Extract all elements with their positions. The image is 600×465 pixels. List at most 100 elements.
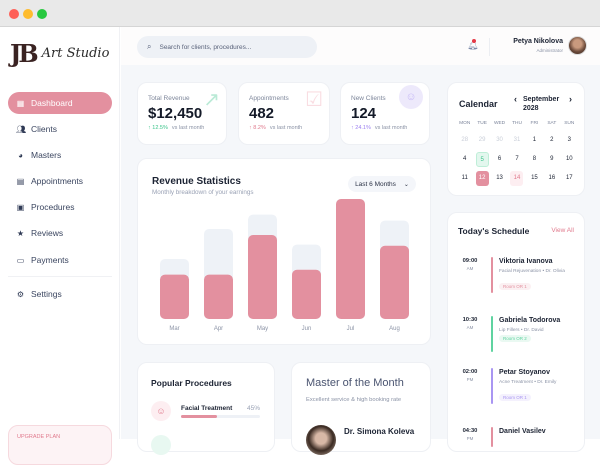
bar-mar[interactable] bbox=[160, 274, 189, 319]
close-window-button[interactable] bbox=[9, 9, 19, 19]
x-tick-label: Aug bbox=[389, 326, 400, 332]
schedule-client-name: Gabriela Todorova bbox=[499, 317, 561, 324]
procedure-percent-value: 45 bbox=[246, 405, 255, 412]
calendar-day[interactable]: 13 bbox=[491, 171, 508, 190]
calendar-day[interactable]: 10 bbox=[561, 152, 578, 171]
schedule-client-name: Daniel Vasilev bbox=[499, 428, 546, 435]
calendar-day-number: 4 bbox=[463, 156, 467, 162]
calendar-day[interactable]: 9 bbox=[543, 152, 560, 171]
minimize-window-button[interactable] bbox=[23, 9, 33, 19]
schedule-ampm: PM bbox=[466, 377, 474, 382]
calendar-day[interactable]: 11 bbox=[456, 171, 473, 190]
trending-up-icon: ↗ bbox=[203, 89, 220, 111]
calendar-day[interactable]: 17 bbox=[561, 171, 578, 190]
sidebar-item-clients[interactable]: 👥︎ Clients bbox=[8, 118, 112, 140]
sidebar-item-label: Reviews bbox=[31, 228, 64, 238]
calendar-day[interactable]: 15 bbox=[526, 171, 543, 190]
weekday-label: TUE bbox=[477, 121, 487, 126]
schedule-client-name: Viktoria Ivanova bbox=[499, 258, 553, 265]
calendar-day[interactable]: 6 bbox=[491, 152, 508, 171]
bar-jul[interactable] bbox=[336, 199, 365, 319]
sidebar-item-reviews[interactable]: ★ Reviews bbox=[8, 222, 112, 244]
calendar-grid: MON TUE WED THU FRI SAT SUN 28 29 30 31 1 2 3 4 5 6 7 8 9 10… bbox=[456, 121, 578, 190]
x-tick-label: Apr bbox=[214, 326, 223, 332]
stat-delta: ↑ 24.1% vs last month bbox=[351, 125, 407, 131]
calendar-day-number: 11 bbox=[461, 175, 468, 181]
sidebar-item-label: Settings bbox=[31, 289, 62, 299]
calendar-day[interactable]: 29 bbox=[473, 133, 490, 152]
calendar-day[interactable]: 5 bbox=[473, 152, 490, 171]
maximize-window-button[interactable] bbox=[37, 9, 47, 19]
chevron-down-icon: ⌄ bbox=[403, 181, 409, 188]
stat-label: New Clients bbox=[351, 95, 386, 102]
sidebar-item-label: Payments bbox=[31, 255, 69, 265]
schedule-color-bar bbox=[491, 427, 493, 447]
calendar-day[interactable]: 31 bbox=[508, 133, 525, 152]
next-month-button[interactable]: › bbox=[569, 94, 572, 104]
stat-vs: vs last month bbox=[171, 125, 205, 131]
sidebar: JB Art Studio ▦ Dashboard 👥︎ Clients ◕ Mast… bbox=[0, 27, 120, 465]
calendar-title: Calendar bbox=[459, 99, 498, 109]
bar-may[interactable] bbox=[248, 235, 277, 319]
calendar-day-number: 10 bbox=[565, 156, 573, 162]
stat-value: 124 bbox=[351, 105, 377, 122]
calendar-day[interactable]: 14 bbox=[508, 171, 525, 190]
calendar-day[interactable]: 12 bbox=[473, 171, 490, 190]
calendar-day-number: 13 bbox=[496, 175, 503, 181]
notification-bell-icon[interactable]: 🔔︎ bbox=[467, 40, 479, 50]
sidebar-item-dashboard[interactable]: ▦ Dashboard bbox=[8, 92, 112, 114]
logo[interactable]: JB Art Studio bbox=[10, 39, 109, 68]
master-avatar bbox=[306, 425, 336, 455]
calendar-day[interactable]: 3 bbox=[561, 133, 578, 152]
stat-card-appointments: Appointments 482 ↑ 8.2% vs last month ☑ bbox=[238, 82, 330, 145]
user-name[interactable]: Petya Nikolova bbox=[513, 38, 563, 45]
calendar-day-number: 31 bbox=[513, 137, 521, 143]
calendar-day[interactable]: 8 bbox=[526, 152, 543, 171]
bar-jun[interactable] bbox=[292, 269, 321, 319]
schedule-color-bar bbox=[491, 257, 493, 293]
bar-apr[interactable] bbox=[204, 274, 233, 319]
calendar-day[interactable]: 1 bbox=[526, 133, 543, 152]
sidebar-item-settings[interactable]: ⚙ Settings bbox=[8, 283, 112, 305]
weekday-label: THU bbox=[512, 121, 522, 126]
search-input[interactable]: ⌕ Search for clients, procedures... bbox=[137, 36, 317, 58]
sidebar-item-appointments[interactable]: ▤ Appointments bbox=[8, 170, 112, 192]
schedule-time: 09:00 bbox=[462, 258, 478, 264]
weekday-label: SAT bbox=[547, 121, 557, 126]
calendar-day-number: 8 bbox=[532, 156, 537, 162]
upgrade-plan-label: UPGRADE PLAN bbox=[17, 434, 61, 440]
calendar-day[interactable]: 4 bbox=[456, 152, 473, 171]
schedule-title: Today's Schedule bbox=[458, 226, 530, 236]
x-tick-label: Jun bbox=[302, 326, 312, 332]
sidebar-item-procedures[interactable]: ▣ Procedures bbox=[8, 196, 112, 218]
calendar-month: September bbox=[523, 96, 560, 103]
notification-badge bbox=[472, 39, 476, 43]
calendar-check-icon: ☑ bbox=[305, 89, 323, 111]
calendar-day[interactable]: 30 bbox=[491, 133, 508, 152]
stat-delta-value: ↑ 24.1% bbox=[351, 125, 371, 131]
range-dropdown[interactable]: Last 6 Months ⌄ bbox=[348, 176, 416, 192]
user-role: Administrator bbox=[536, 48, 563, 53]
calendar-day[interactable]: 28 bbox=[456, 133, 473, 152]
users-icon: 👥︎ bbox=[16, 124, 27, 134]
sidebar-item-label: Procedures bbox=[31, 202, 75, 212]
gear-icon: ⚙ bbox=[16, 289, 25, 299]
prev-month-button[interactable]: ‹ bbox=[514, 94, 517, 104]
master-title: Master of the Month bbox=[306, 377, 404, 389]
calendar-day[interactable]: 2 bbox=[543, 133, 560, 152]
star-icon: ★ bbox=[16, 228, 25, 238]
sidebar-item-payments[interactable]: ▭ Payments bbox=[8, 249, 112, 271]
master-name: Dr. Simona Koleva bbox=[344, 427, 415, 436]
calendar-day[interactable]: 16 bbox=[543, 171, 560, 190]
sidebar-divider bbox=[8, 276, 112, 277]
stat-value: $12,450 bbox=[148, 105, 203, 122]
bar-aug[interactable] bbox=[380, 245, 409, 319]
schedule-time: 02:00 bbox=[462, 369, 478, 375]
sidebar-item-masters[interactable]: ◕ Masters bbox=[8, 144, 112, 166]
view-all-link[interactable]: View All bbox=[551, 227, 574, 234]
stat-vs: vs last month bbox=[374, 125, 408, 131]
upgrade-plan-card[interactable]: UPGRADE PLAN bbox=[8, 425, 112, 465]
user-avatar[interactable] bbox=[568, 36, 587, 55]
range-value: Last 6 Months bbox=[355, 180, 396, 188]
calendar-day[interactable]: 7 bbox=[508, 152, 525, 171]
